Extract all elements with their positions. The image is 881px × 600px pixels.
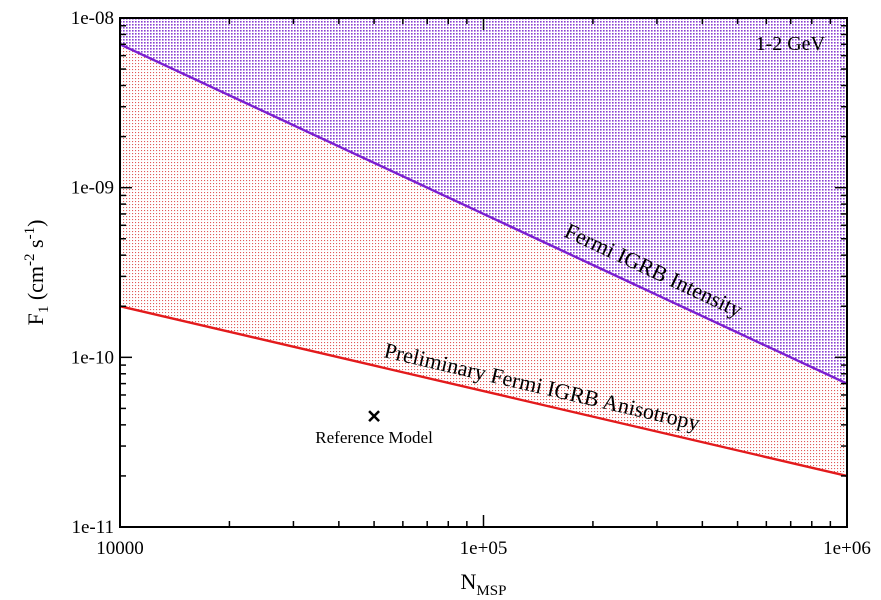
y-axis-label-units-open: (cm <box>23 266 48 306</box>
reference-model-marker <box>368 410 380 423</box>
y-axis-label: F1 (cm-2 s-1) <box>22 220 52 326</box>
x-axis-label-sub: MSP <box>476 583 506 599</box>
x-axis-label-main: N <box>461 569 477 594</box>
x-axis-label: NMSP <box>461 569 507 599</box>
y-tick-label: 1e-09 <box>71 178 114 199</box>
y-axis-label-sup2: -1 <box>22 227 38 240</box>
x-tick-label: 1e+06 <box>823 538 871 559</box>
y-axis-label-units-close: ) <box>23 220 48 227</box>
x-tick-label: 10000 <box>96 538 144 559</box>
y-axis-label-sup1: -2 <box>22 253 38 266</box>
y-axis-label-sub: 1 <box>36 306 52 314</box>
y-tick-label: 1e-11 <box>71 517 114 538</box>
intensity-excluded-region <box>120 18 847 384</box>
y-tick-label: 1e-10 <box>71 347 114 368</box>
energy-band-annotation: 1-2 GeV <box>756 33 826 55</box>
series-line-intensity <box>119 43 848 385</box>
series-line-anisotropy <box>119 305 848 478</box>
y-axis-label-main: F <box>23 313 48 325</box>
y-axis-label-units-mid: s <box>23 239 48 253</box>
plot-area <box>120 18 847 476</box>
anisotropy-excluded-region <box>120 44 847 476</box>
reference-model-label: Reference Model <box>315 428 433 447</box>
y-tick-label: 1e-08 <box>71 8 114 29</box>
x-tick-label: 1e+05 <box>460 538 508 559</box>
